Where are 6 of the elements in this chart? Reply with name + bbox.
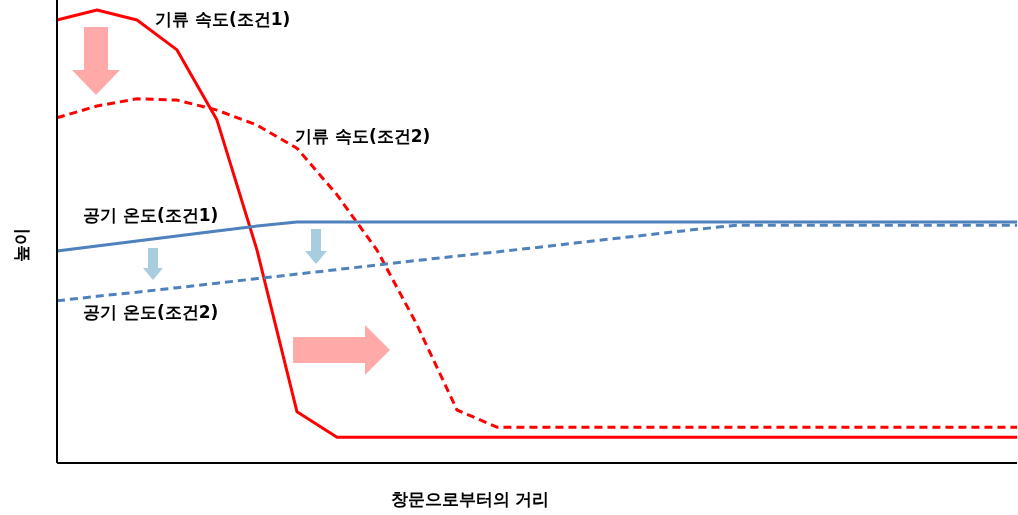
series-label: 공기 온도(조건2) (83, 302, 219, 322)
y-axis-title: 높이 (11, 228, 31, 262)
x-axis-title: 창문으로부터의 거리 (390, 489, 550, 509)
series-label: 기류 속도(조건1) (155, 9, 291, 29)
series-label: 공기 온도(조건1) (83, 205, 219, 225)
series-label: 기류 속도(조건2) (295, 126, 431, 146)
